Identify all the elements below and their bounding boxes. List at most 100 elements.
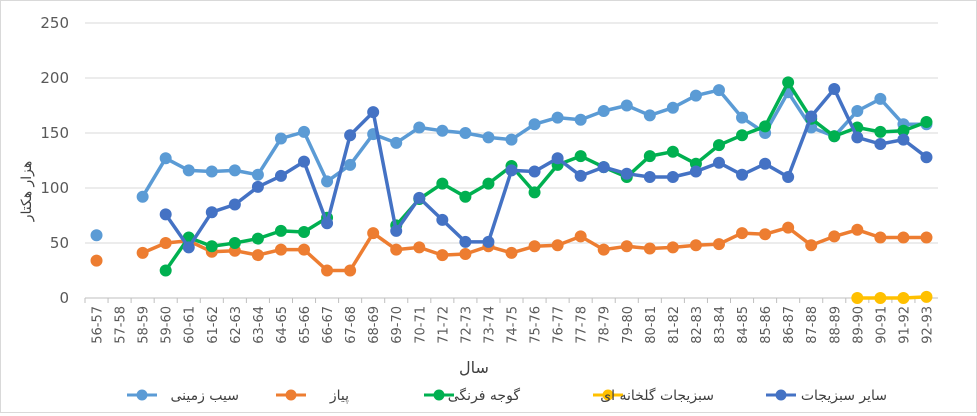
data-point: [851, 105, 864, 117]
data-point: [321, 217, 334, 230]
data-point: [459, 248, 472, 260]
x-tick-label: 89-90: [851, 306, 866, 344]
series-line: [163, 87, 929, 250]
series-2: [90, 221, 933, 277]
data-point: [782, 171, 795, 183]
x-tick-label: 76-77: [552, 306, 567, 344]
series-line: [855, 295, 929, 300]
data-point: [874, 231, 887, 244]
data-point: [298, 226, 311, 238]
data-point: [782, 221, 795, 234]
data-point: [712, 238, 725, 251]
legend-key-marker: [285, 389, 297, 401]
x-tick-label: 81-82: [667, 306, 682, 344]
x-tick-label: 66-67: [321, 306, 336, 344]
data-point: [759, 228, 772, 241]
data-point: [367, 227, 380, 240]
data-point: [828, 83, 841, 95]
data-point: [551, 152, 564, 165]
data-point: [574, 169, 587, 182]
x-tick-label: 61-62: [206, 306, 221, 344]
x-tick-label: 78-79: [598, 306, 613, 344]
x-tick-label: 83-84: [713, 306, 728, 344]
data-point: [436, 249, 449, 262]
x-tick-label: 74-75: [506, 306, 521, 344]
legend-label: پیاز: [329, 388, 349, 404]
data-point: [874, 125, 887, 138]
data-point: [90, 254, 103, 267]
data-point: [274, 224, 287, 237]
data-point: [390, 243, 403, 256]
data-point: [90, 229, 103, 242]
data-point: [874, 92, 887, 105]
data-point: [666, 101, 679, 114]
y-tick-label: 0: [59, 289, 69, 307]
data-point: [828, 130, 841, 143]
y-axis-ticks: 0 50 100 150 200 250: [40, 14, 69, 307]
data-point: [620, 99, 633, 112]
x-tick-label: 59-60: [160, 306, 175, 344]
data-point: [620, 167, 633, 180]
legend-key-marker: [433, 389, 445, 401]
data-point: [528, 165, 541, 178]
data-point: [251, 168, 264, 181]
legend-key-marker: [136, 389, 148, 401]
data-point: [828, 230, 841, 243]
data-point: [666, 171, 679, 183]
data-point: [689, 165, 702, 178]
data-point: [736, 168, 749, 181]
data-point: [482, 235, 495, 248]
data-point: [874, 138, 887, 150]
data-point: [228, 237, 241, 249]
data-point: [574, 150, 587, 163]
data-point: [505, 164, 518, 177]
data-point: [782, 76, 795, 89]
y-tick-label: 100: [40, 179, 69, 197]
x-tick-label: 71-72: [436, 306, 451, 344]
x-tick-label: 57-58: [114, 306, 129, 344]
x-tick-label: 79-80: [621, 306, 636, 344]
x-tick-label: 63-64: [252, 306, 267, 344]
y-axis-title: هزار هکتار: [19, 161, 35, 223]
data-point: [505, 246, 518, 259]
data-point: [736, 227, 749, 240]
data-point: [367, 106, 380, 119]
data-point: [159, 208, 172, 221]
x-tick-label: 62-63: [229, 306, 244, 344]
data-point: [205, 240, 218, 253]
data-point: [251, 249, 264, 262]
data-point: [205, 165, 218, 178]
data-point: [205, 206, 218, 219]
data-point: [136, 190, 149, 203]
data-point: [712, 139, 725, 152]
x-tick-label: 77-78: [575, 306, 590, 344]
data-point: [182, 241, 195, 254]
data-point: [136, 246, 149, 259]
series-4: [851, 290, 933, 304]
x-tick-label: 72-73: [459, 306, 474, 344]
data-point: [643, 242, 656, 255]
data-point: [436, 213, 449, 226]
x-tick-label: 64-65: [275, 306, 290, 344]
x-axis-title: سال: [459, 358, 489, 377]
data-point: [643, 109, 656, 122]
data-point: [666, 145, 679, 158]
legend-label: گوجه فرنگی: [448, 387, 521, 404]
data-point: [159, 152, 172, 165]
y-tick-label: 50: [50, 234, 69, 252]
data-point: [920, 116, 933, 128]
data-point: [805, 110, 818, 123]
data-point: [736, 129, 749, 142]
x-tick-label: 84-85: [736, 306, 751, 344]
data-point: [759, 120, 772, 133]
data-point: [851, 223, 864, 236]
y-tick-label: 150: [40, 124, 69, 142]
data-point: [298, 155, 311, 168]
x-tick-label: 70-71: [413, 306, 428, 344]
data-point: [897, 292, 910, 304]
legend-label: سیب زمینی: [170, 388, 239, 404]
data-point: [159, 237, 172, 249]
data-point: [805, 239, 818, 252]
